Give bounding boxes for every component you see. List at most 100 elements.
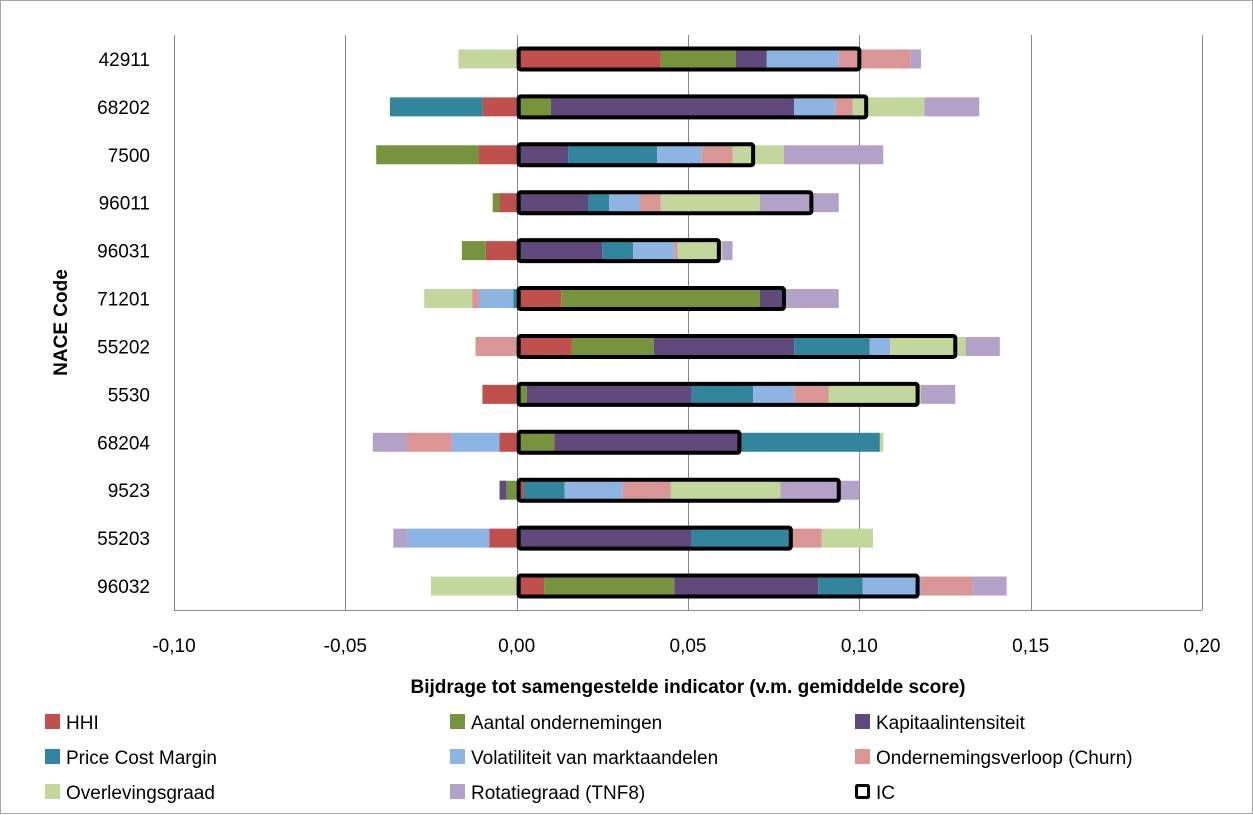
ic-outline xyxy=(516,46,862,72)
bar-segment xyxy=(674,576,819,596)
ic-outline xyxy=(516,238,721,264)
x-tick-label: -0,10 xyxy=(152,636,195,657)
y-tick-label: 5530 xyxy=(108,385,150,406)
legend-label: Aantal ondernemingen xyxy=(471,713,662,734)
bar-segment xyxy=(475,336,517,356)
legend: HHI Aantal ondernemingen Kapitaalintensite… xyxy=(45,713,1133,804)
bar-segment xyxy=(516,576,545,596)
bar-segment xyxy=(564,480,623,500)
y-axis-title: NACE Code xyxy=(51,269,72,376)
bar-segment xyxy=(753,384,795,404)
bar-segment xyxy=(506,480,517,500)
x-tick-label: 0,00 xyxy=(498,636,535,657)
bar-segment xyxy=(478,289,514,309)
y-tick-label: 42911 xyxy=(99,50,150,71)
bar-segment xyxy=(821,528,874,548)
bar-segment xyxy=(794,336,870,356)
x-axis-title: Bijdrage tot samengestelde indicator (v.… xyxy=(410,677,965,698)
bar-segment xyxy=(972,576,1007,596)
bar-segment xyxy=(879,432,884,452)
bar-segment xyxy=(492,193,500,213)
ic-outline xyxy=(516,142,756,168)
bar-segment xyxy=(516,384,527,404)
bar-segment xyxy=(862,576,922,596)
x-tick-label: 0,05 xyxy=(670,636,707,657)
bar-segment xyxy=(609,193,641,213)
bar-segment xyxy=(691,384,754,404)
legend-swatch xyxy=(855,714,870,729)
bar-segment xyxy=(759,193,839,213)
bar-segment xyxy=(794,97,836,117)
bar-segment xyxy=(393,528,408,548)
ic-outline xyxy=(516,477,841,503)
bar-segment xyxy=(602,241,634,261)
bar-segment xyxy=(485,241,517,261)
legend-label: Overlevingsgraad xyxy=(66,783,215,804)
bar-segment xyxy=(670,480,781,500)
bar-segment xyxy=(780,480,860,500)
bar-segment xyxy=(640,193,661,213)
bar-segment xyxy=(516,241,603,261)
ic-outline xyxy=(516,286,786,312)
bar-segment xyxy=(526,384,692,404)
bar-segment xyxy=(783,289,839,309)
bar-segment xyxy=(653,336,795,356)
bar-segment xyxy=(790,528,822,548)
bar-segment xyxy=(828,384,922,404)
y-tick-label: 68204 xyxy=(97,433,150,454)
bar-segment xyxy=(965,336,1000,356)
y-tick-label: 96032 xyxy=(97,577,150,598)
bar-segment xyxy=(739,432,880,452)
bar-segment xyxy=(499,432,517,452)
ic-outline xyxy=(516,429,742,455)
gridlines xyxy=(174,35,1203,610)
bar-segment xyxy=(852,97,925,117)
bar-segment xyxy=(516,49,661,69)
bar-segment xyxy=(513,289,517,309)
bar-segment xyxy=(516,336,572,356)
bar-segment xyxy=(389,97,483,117)
bar-segment xyxy=(838,49,911,69)
bar-segment xyxy=(516,145,569,165)
bar-segment xyxy=(660,49,736,69)
bar-segment xyxy=(544,576,675,596)
legend-swatch xyxy=(450,784,465,799)
bar-segment xyxy=(818,576,863,596)
y-tick-label: 71201 xyxy=(97,290,150,311)
legend-label: HHI xyxy=(66,713,99,734)
bar-segment xyxy=(835,97,853,117)
ic-outline xyxy=(516,94,869,120)
bar-segment xyxy=(424,289,473,309)
ic-outline xyxy=(516,381,920,407)
legend-label: Volatiliteit van marktaandelen xyxy=(471,748,718,769)
y-tick-label: 96011 xyxy=(99,194,150,215)
bar-segment xyxy=(516,97,551,117)
bar-segment xyxy=(921,576,973,596)
bar-segment xyxy=(516,289,562,309)
legend-label: Ondernemingsverloop (Churn) xyxy=(876,748,1133,769)
bar-segment xyxy=(550,97,795,117)
bar-segment xyxy=(910,49,922,69)
bar-segment xyxy=(735,49,767,69)
bar-segment xyxy=(701,145,733,165)
bar-segment xyxy=(766,49,839,69)
y-tick-label: 96031 xyxy=(97,242,150,263)
x-tick-label: 0,10 xyxy=(841,636,878,657)
legend-swatch xyxy=(45,749,60,764)
bar-segment xyxy=(499,193,517,213)
legend-swatch xyxy=(45,784,60,799)
bar-segment xyxy=(461,241,486,261)
legend-swatch xyxy=(450,714,465,729)
bar-segment xyxy=(622,480,671,500)
bar-segment xyxy=(472,289,479,309)
y-tick-label: 9523 xyxy=(108,481,150,502)
bar-segment xyxy=(554,432,740,452)
bar-segment xyxy=(431,576,517,596)
bar-segment xyxy=(561,289,760,309)
ic-outlines xyxy=(516,46,958,599)
bar-segment xyxy=(633,241,675,261)
legend-label: IC xyxy=(876,783,895,804)
ic-outline xyxy=(516,525,793,551)
